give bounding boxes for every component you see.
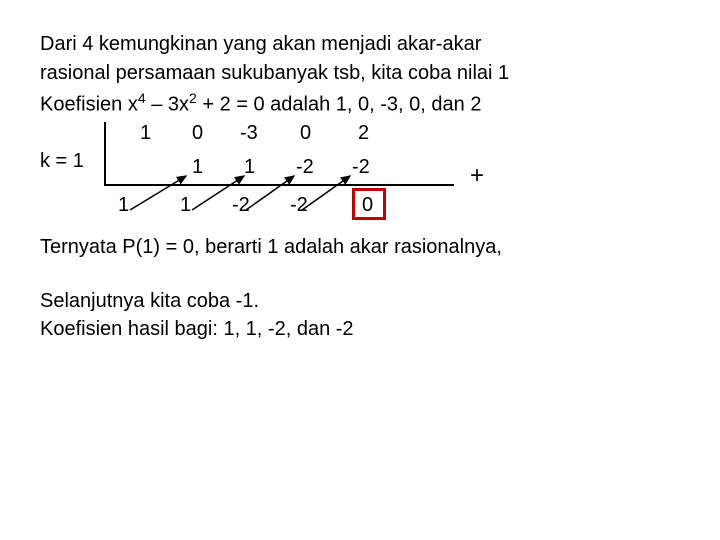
- division-row3-cell: 0: [362, 194, 373, 217]
- coef-post: + 2 = 0 adalah 1, 0, -3, 0, dan 2: [197, 94, 482, 116]
- intro-line-2: rasional persamaan sukubanyak tsb, kita …: [40, 59, 690, 88]
- division-row1-cell: 1: [140, 122, 151, 145]
- division-row1-cell: -3: [240, 122, 258, 145]
- intro-line-3: Koefisien x4 – 3x2 + 2 = 0 adalah 1, 0, …: [40, 88, 690, 120]
- k-label: k = 1: [40, 150, 84, 173]
- division-vertical-line: [104, 122, 106, 184]
- next-section: Selanjutnya kita coba -1. Koefisien hasi…: [40, 287, 690, 343]
- coef-mid1: – 3x: [146, 94, 189, 116]
- division-row2-cell: -2: [296, 156, 314, 179]
- division-row3-cell: -2: [290, 194, 308, 217]
- division-horizontal-line: [104, 184, 454, 186]
- synthetic-division: k = 1 + 10-30211-2-211-2-20: [40, 122, 690, 232]
- division-row1-cell: 0: [300, 122, 311, 145]
- coef-pre: Koefisien x: [40, 94, 138, 116]
- conclusion-text: Ternyata P(1) = 0, berarti 1 adalah akar…: [40, 236, 690, 259]
- division-row3-cell: 1: [118, 194, 129, 217]
- division-row3-cell: 1: [180, 194, 191, 217]
- division-row1-cell: 0: [192, 122, 203, 145]
- division-row2-cell: 1: [244, 156, 255, 179]
- division-row3-cell: -2: [232, 194, 250, 217]
- next-line-1: Selanjutnya kita coba -1.: [40, 287, 690, 315]
- next-line-2: Koefisien hasil bagi: 1, 1, -2, dan -2: [40, 315, 690, 343]
- sup-4: 4: [138, 90, 146, 106]
- division-row2-cell: -2: [352, 156, 370, 179]
- plus-sign: +: [470, 162, 484, 190]
- division-row1-cell: 2: [358, 122, 369, 145]
- intro-line-1: Dari 4 kemungkinan yang akan menjadi aka…: [40, 30, 690, 59]
- sup-2: 2: [189, 90, 197, 106]
- division-row2-cell: 1: [192, 156, 203, 179]
